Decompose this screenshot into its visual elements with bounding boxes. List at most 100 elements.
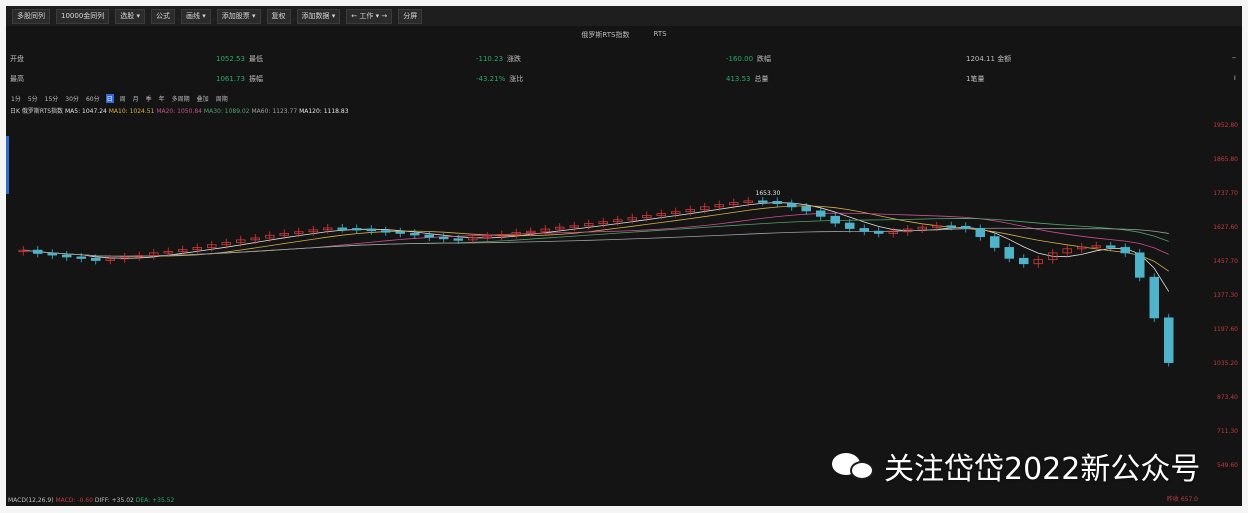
candle <box>772 201 783 204</box>
toolbar-button[interactable]: 选股 ▾ <box>115 8 146 24</box>
candle <box>351 228 362 231</box>
candle <box>874 230 884 234</box>
period-tab[interactable]: 日 <box>105 94 114 103</box>
pin-icon[interactable]: ı <box>1233 73 1236 82</box>
candle <box>1120 247 1131 254</box>
y-tick-label: 1035.20 <box>1213 360 1238 367</box>
candle <box>961 225 971 229</box>
candle <box>990 236 1000 248</box>
quote-cell: 1061.73 振幅 <box>216 75 263 83</box>
y-tick-label: 1457.70 <box>1213 258 1238 265</box>
sidebar-indicator[interactable] <box>6 136 9 194</box>
candle <box>700 206 710 210</box>
candle <box>642 215 652 219</box>
y-tick-label: 873.40 <box>1217 394 1238 401</box>
candle <box>438 236 449 240</box>
candle <box>337 227 347 230</box>
candle <box>1135 252 1145 278</box>
candle <box>1048 252 1058 261</box>
candle <box>685 209 696 213</box>
candle <box>671 211 681 215</box>
quote-cell: -160.00 跌幅 <box>726 55 772 63</box>
candle <box>758 200 768 203</box>
period-tab[interactable]: 1分 <box>11 96 21 103</box>
candle <box>279 232 289 236</box>
toolbar-button[interactable]: 添加股票 ▾ <box>216 8 261 24</box>
candle <box>206 244 217 248</box>
y-tick-label: 711.30 <box>1217 428 1238 435</box>
period-tab[interactable]: 周 <box>119 96 126 103</box>
macd-legend: MACD(12,26,9) MACD: -0.60 DIFF: +35.02 D… <box>8 497 175 504</box>
candle <box>1164 317 1174 363</box>
period-tab[interactable]: 季 <box>145 96 152 103</box>
candle <box>62 254 72 258</box>
candle <box>18 249 28 253</box>
period-tab[interactable]: 叠加 <box>196 96 209 103</box>
toolbar-button[interactable]: 10000金同列 <box>56 8 110 24</box>
candle <box>322 227 333 231</box>
toolbar-button[interactable]: ← 工作 ▾ → <box>346 8 393 24</box>
candle <box>467 237 478 241</box>
candlestick-chart[interactable]: 1653.30 <box>6 114 1196 494</box>
candle <box>888 231 899 234</box>
candle <box>177 249 188 252</box>
period-tab[interactable]: 月 <box>132 96 139 103</box>
candle <box>134 255 144 258</box>
candle <box>801 206 812 212</box>
candle <box>32 249 43 254</box>
wechat-icon <box>832 449 876 483</box>
period-tab[interactable]: 30分 <box>65 96 79 103</box>
quote-cell: 413.53 总量 <box>726 75 769 83</box>
candle <box>613 219 623 223</box>
watermark-text: 关注岱岱2022新公众号 <box>884 452 1201 487</box>
period-tab[interactable]: 周期 <box>215 96 228 103</box>
candle <box>714 204 725 208</box>
candle <box>859 228 870 232</box>
toolbar-button[interactable]: 分屏 <box>398 8 423 24</box>
last-close-label: 昨收 657.0 <box>1166 496 1198 503</box>
candle <box>1091 245 1102 248</box>
candle <box>845 222 855 229</box>
candle <box>47 253 58 256</box>
period-tab[interactable]: 5分 <box>27 96 38 103</box>
quote-row-2: 最高 1061.73 振幅 -43.21% 涨比 413.53 总量 1笔量 ı <box>6 70 1242 86</box>
candle <box>598 221 609 225</box>
candle <box>656 213 667 216</box>
candle <box>1062 248 1073 254</box>
period-tabs: 1分 5分 15分 30分 60分日周月季年多周期 叠加 周期 <box>10 94 229 103</box>
high-label: 最高 <box>10 75 24 83</box>
period-tab[interactable]: 多周期 <box>171 96 190 103</box>
toolbar-button[interactable]: 公式 <box>151 8 176 24</box>
candle <box>584 223 594 227</box>
toolbar-button[interactable]: 多股同列 <box>12 8 50 24</box>
candle <box>1149 276 1160 319</box>
candle <box>555 226 565 230</box>
candle <box>409 232 420 236</box>
period-tab[interactable]: 年 <box>158 96 165 103</box>
toolbar-button[interactable]: 复权 <box>266 8 291 24</box>
y-tick-label: 1377.30 <box>1213 292 1238 299</box>
period-tab[interactable]: 15分 <box>44 96 59 103</box>
candle <box>743 200 754 203</box>
period-tab[interactable]: 60分 <box>85 96 100 103</box>
quote-cell: 1052.53 最低 <box>216 55 263 63</box>
candle <box>569 225 580 228</box>
ma-legend: 日K 俄罗斯RTS指数 MA5: 1047.24 MA10: 1024.51 M… <box>10 108 349 115</box>
collapse-icon[interactable]: – <box>1232 53 1236 62</box>
trading-app-window: 多股同列 10000金同列 选股 ▾ 公式 画线 ▾ 添加股票 ▾ 复权 添加数据 ▾ ← 工作… <box>6 6 1242 506</box>
security-code: RTS <box>653 30 667 38</box>
candle <box>932 225 942 228</box>
candle <box>293 231 304 234</box>
toolbar-button[interactable]: 添加数据 ▾ <box>296 8 341 24</box>
quote-cell: -43.21% 涨比 <box>476 75 524 83</box>
candle <box>830 215 841 224</box>
candle <box>526 230 536 234</box>
quote-row-1: 开盘 1052.53 最低 -110.23 涨跌 -160.00 跌幅 1204.11… <box>6 50 1242 66</box>
candle <box>1077 246 1087 250</box>
toolbar-button[interactable]: 画线 ▾ <box>181 8 211 24</box>
candle <box>380 230 391 233</box>
candle <box>1106 245 1116 248</box>
security-name: 俄罗斯RTS指数 <box>581 31 630 39</box>
candle <box>511 232 521 235</box>
candle <box>1004 247 1015 259</box>
